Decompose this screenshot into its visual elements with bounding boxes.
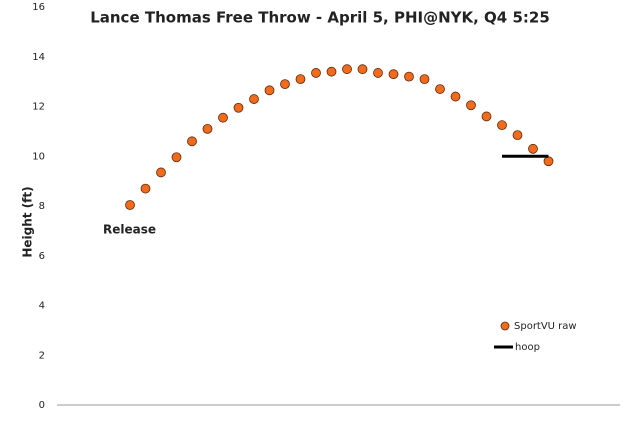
y-tick-label: 8 <box>39 201 45 212</box>
data-point <box>512 130 523 141</box>
legend-symbol <box>500 321 510 331</box>
annotation: Release <box>103 223 156 237</box>
data-point <box>435 84 445 94</box>
y-tick-label: 2 <box>39 350 45 361</box>
data-point <box>295 74 306 85</box>
data-point <box>171 152 182 163</box>
y-tick-label: 14 <box>32 52 45 63</box>
data-point <box>528 143 538 154</box>
legend-label: SportVU raw <box>514 321 577 332</box>
data-point <box>311 68 321 78</box>
data-point <box>466 100 476 111</box>
data-point <box>187 136 197 147</box>
data-point <box>404 71 414 82</box>
data-point <box>280 79 290 90</box>
chart-title: Lance Thomas Free Throw - April 5, PHI@N… <box>90 9 550 27</box>
data-point <box>264 85 275 96</box>
y-axis-label: Height (ft) <box>21 186 35 257</box>
data-point <box>156 167 166 178</box>
data-point <box>326 66 337 77</box>
y-tick-label: 12 <box>32 102 45 113</box>
data-point <box>249 94 259 104</box>
data-point <box>357 64 368 75</box>
data-point <box>202 123 213 134</box>
data-point <box>481 111 492 122</box>
data-point <box>125 200 135 210</box>
data-point <box>419 74 430 85</box>
y-tick-label: 0 <box>39 400 45 411</box>
legend-label: hoop <box>515 342 540 353</box>
data-point <box>543 156 554 167</box>
data-point <box>342 64 352 75</box>
y-tick-label: 6 <box>39 251 45 262</box>
data-point <box>233 102 244 113</box>
y-tick-label: 16 <box>32 2 45 13</box>
data-point <box>218 112 228 123</box>
data-point <box>450 91 461 102</box>
data-point <box>373 68 383 78</box>
data-point <box>388 69 399 80</box>
y-tick-label: 10 <box>32 151 45 162</box>
y-tick-label: 4 <box>39 301 45 312</box>
data-point <box>497 120 507 131</box>
data-point <box>140 183 151 194</box>
